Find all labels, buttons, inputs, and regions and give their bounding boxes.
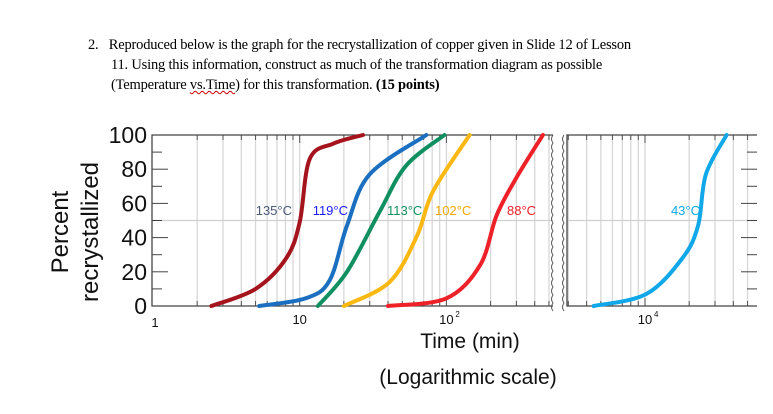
y-tick-label: 0: [134, 293, 147, 319]
y-tick-label: 20: [121, 259, 147, 285]
grid-lines: [152, 135, 757, 306]
curve-113c: [315, 133, 447, 308]
x-tick-label: 1: [151, 315, 158, 330]
curve-119c: [257, 133, 429, 308]
series-label: 119°C: [313, 203, 348, 218]
y-axis-label-line2: recrystallized: [77, 162, 104, 302]
question-text-1: Reproduced below is the graph for the re…: [108, 37, 631, 53]
y-tick-label: 100: [109, 122, 147, 148]
question-line-2: 11. Using this information, construct as…: [111, 57, 603, 73]
series-label: 135°C: [256, 203, 292, 218]
y-axis-label-line1: Percent: [47, 190, 74, 273]
y-tick-label: 80: [121, 156, 147, 182]
plot-frame-right: [566, 134, 757, 307]
series-label: 88°C: [507, 203, 536, 218]
plot-frames: [151, 133, 757, 312]
curve-102c: [341, 133, 472, 308]
axis-break-right: [562, 134, 565, 312]
series-labels: 135°C 119°C 113°C 102°C 88°C 43°C: [256, 203, 700, 218]
curve-43c: [591, 133, 729, 308]
y-tick-label: 40: [121, 225, 147, 251]
series-label: 102°C: [435, 203, 471, 218]
axis-break-left: [551, 134, 554, 312]
series-label: 113°C: [387, 203, 422, 218]
y-tick-labels: 0 20 40 60 80 100: [109, 122, 147, 319]
curve-135c: [209, 133, 365, 308]
x-tick-label: 10: [638, 312, 652, 327]
points-label: (15 points): [375, 77, 440, 93]
question-text-3b: ) for this transformation.: [235, 77, 376, 93]
x-tick-labels: 1 10 10 2 10 4: [151, 310, 659, 330]
x-tick-label: 10: [439, 312, 453, 327]
question-number: 2.: [88, 37, 99, 53]
question-line-1: 2. Reproduced below is the graph for the…: [88, 37, 631, 54]
x-tick-label: 10: [292, 312, 306, 327]
spellcheck-word: vs.Time: [189, 77, 236, 93]
question-line-3: (Temperature vs.Time) for this transform…: [111, 77, 440, 94]
curves: [209, 133, 729, 308]
curve-88c: [386, 133, 545, 308]
x-axis-label: Time (min): [420, 330, 520, 353]
series-label: 43°C: [671, 203, 700, 218]
axis-break-gap: [554, 133, 563, 308]
x-axis-note: (Logarithmic scale): [379, 366, 556, 389]
x-tick-exponent: 4: [654, 310, 659, 319]
x-tick-exponent: 2: [455, 310, 460, 319]
question-text-3a: (Temperature: [111, 77, 190, 93]
y-tick-label: 60: [121, 190, 147, 216]
